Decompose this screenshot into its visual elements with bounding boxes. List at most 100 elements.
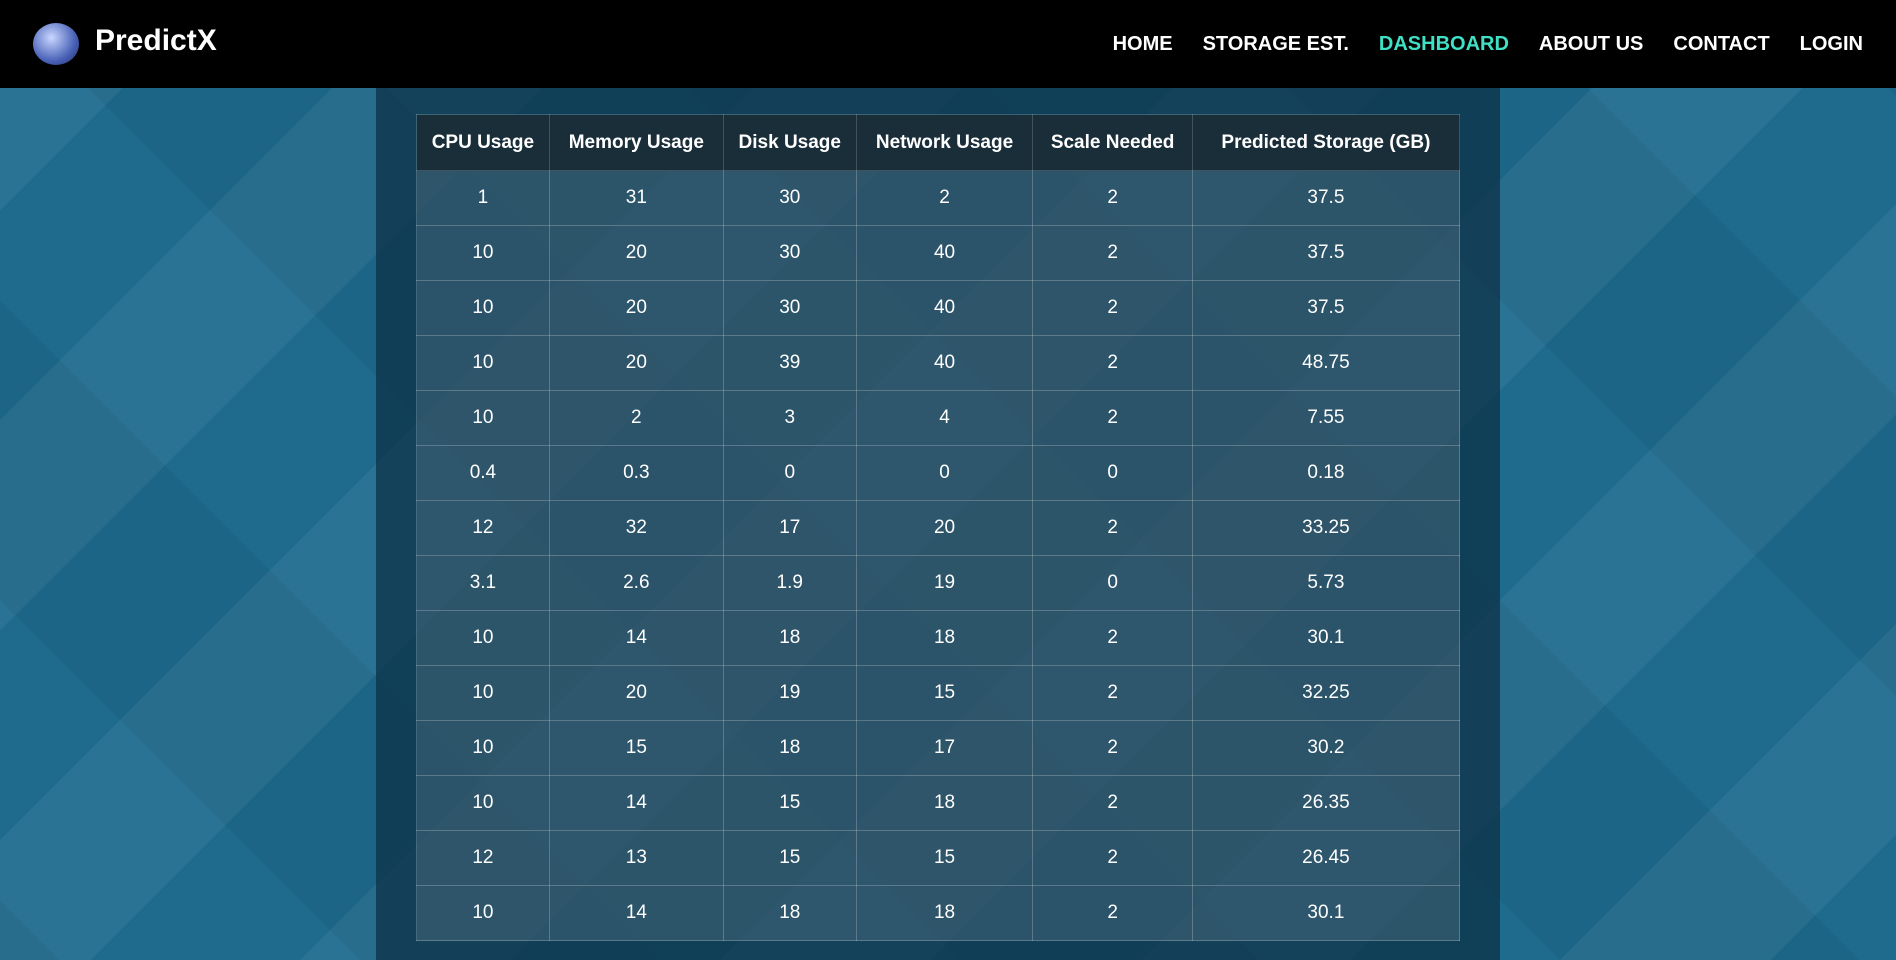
- table-cell: 30.1: [1191, 885, 1461, 941]
- table-cell: 2: [1032, 885, 1193, 941]
- table-cell: 2: [1032, 775, 1193, 831]
- table-cell: 14: [548, 610, 724, 666]
- table-cell: 40: [855, 280, 1034, 336]
- table-cell: 18: [855, 885, 1034, 941]
- table-cell: 17: [722, 500, 857, 556]
- table-cell: 32.25: [1191, 665, 1461, 721]
- table-cell: 20: [548, 225, 724, 281]
- table-cell: 0: [855, 445, 1034, 501]
- table-row: 10 14 15 18 2 26.35: [416, 775, 1461, 831]
- table-cell: 20: [855, 500, 1034, 556]
- column-header: Network Usage: [855, 114, 1034, 171]
- column-header: Scale Needed: [1032, 114, 1193, 171]
- table-cell: 10: [416, 390, 550, 446]
- nav-link[interactable]: STORAGE EST.: [1202, 32, 1349, 55]
- table-cell: 18: [722, 885, 857, 941]
- table-cell: 0.18: [1191, 445, 1461, 501]
- table-cell: 0.4: [416, 445, 550, 501]
- nav-link[interactable]: ABOUT US: [1538, 32, 1644, 55]
- header-row: CPU Usage Memory Usage Disk Usage Network U…: [416, 114, 1461, 171]
- table-row: 3.1 2.6 1.9 19 0 5.73: [416, 555, 1461, 611]
- column-header: Predicted Storage (GB): [1191, 114, 1461, 171]
- table-cell: 12: [416, 500, 550, 556]
- brand[interactable]: PredictX: [95, 24, 217, 57]
- table-cell: 10: [416, 610, 550, 666]
- table-cell: 5.73: [1191, 555, 1461, 611]
- menu: HOME STORAGE EST. DASHBOARD ABOUT US CONTACT…: [1113, 0, 1863, 88]
- table-cell: 10: [416, 720, 550, 776]
- table-cell: 2: [1032, 830, 1193, 886]
- table-cell: 31: [548, 170, 724, 226]
- table-cell: 48.75: [1191, 335, 1461, 391]
- table-row: 10 15 18 17 2 30.2: [416, 720, 1461, 776]
- table-cell: 10: [416, 335, 550, 391]
- table-cell: 18: [722, 610, 857, 666]
- table-cell: 32: [548, 500, 724, 556]
- table-cell: 15: [722, 830, 857, 886]
- nav-link[interactable]: CONTACT: [1673, 32, 1770, 55]
- table-cell: 0: [1032, 555, 1193, 611]
- table-row: 10 20 39 40 2 48.75: [416, 335, 1461, 391]
- table-row: 10 20 30 40 2 37.5: [416, 225, 1461, 281]
- table-cell: 2: [1032, 610, 1193, 666]
- table-cell: 19: [722, 665, 857, 721]
- table-cell: 2: [1032, 280, 1193, 336]
- column-header: Memory Usage: [548, 114, 724, 171]
- table-cell: 10: [416, 885, 550, 941]
- table-cell: 20: [548, 335, 724, 391]
- table-row: 10 20 19 15 2 32.25: [416, 665, 1461, 721]
- table-cell: 2.6: [548, 555, 724, 611]
- table-cell: 37.5: [1191, 170, 1461, 226]
- table-cell: 12: [416, 830, 550, 886]
- table-cell: 2: [1032, 170, 1193, 226]
- table-cell: 1: [416, 170, 550, 226]
- logo[interactable]: [33, 23, 79, 65]
- table-cell: 0: [1032, 445, 1193, 501]
- table-cell: 26.45: [1191, 830, 1461, 886]
- table-cell: 18: [722, 720, 857, 776]
- table-cell: 20: [548, 665, 724, 721]
- table-cell: 33.25: [1191, 500, 1461, 556]
- table-cell: 2: [855, 170, 1034, 226]
- table-cell: 40: [855, 335, 1034, 391]
- nav-link[interactable]: LOGIN: [1799, 32, 1863, 55]
- table-cell: 3: [722, 390, 857, 446]
- table-cell: 10: [416, 775, 550, 831]
- table-cell: 2: [1032, 335, 1193, 391]
- table-cell: 20: [548, 280, 724, 336]
- table-cell: 15: [722, 775, 857, 831]
- table-cell: 17: [855, 720, 1034, 776]
- nav-link[interactable]: HOME: [1112, 32, 1173, 55]
- table-cell: 14: [548, 885, 724, 941]
- table-cell: 10: [416, 225, 550, 281]
- table-cell: 19: [855, 555, 1034, 611]
- table-cell: 15: [855, 830, 1034, 886]
- table-row: 10 14 18 18 2 30.1: [416, 885, 1461, 941]
- table-row: 0.4 0.3 0 0 0 0.18: [416, 445, 1461, 501]
- column-header: Disk Usage: [722, 114, 857, 171]
- table-cell: 30.1: [1191, 610, 1461, 666]
- table-cell: 40: [855, 225, 1034, 281]
- table-cell: 4: [855, 390, 1034, 446]
- table-cell: 37.5: [1191, 280, 1461, 336]
- table-cell: 2: [1032, 720, 1193, 776]
- nav-link[interactable]: DASHBOARD: [1378, 32, 1509, 55]
- data-table: CPU Usage Memory Usage Disk Usage Network U…: [416, 114, 1461, 941]
- table-cell: 3.1: [416, 555, 550, 611]
- table-cell: 15: [548, 720, 724, 776]
- table-cell: 0: [722, 445, 857, 501]
- table-cell: 37.5: [1191, 225, 1461, 281]
- table-cell: 1.9: [722, 555, 857, 611]
- table-cell: 0.3: [548, 445, 724, 501]
- table-row: 10 20 30 40 2 37.5: [416, 280, 1461, 336]
- table-cell: 2: [1032, 665, 1193, 721]
- table-cell: 18: [855, 610, 1034, 666]
- table-cell: 26.35: [1191, 775, 1461, 831]
- table-row: 1 31 30 2 2 37.5: [416, 170, 1461, 226]
- table-cell: 13: [548, 830, 724, 886]
- table-cell: 2: [548, 390, 724, 446]
- table-cell: 30: [722, 170, 857, 226]
- table-cell: 30: [722, 225, 857, 281]
